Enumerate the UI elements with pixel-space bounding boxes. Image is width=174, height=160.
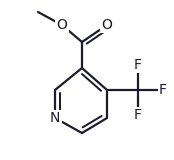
- Text: O: O: [57, 18, 68, 32]
- Text: O: O: [102, 18, 112, 32]
- Text: N: N: [50, 111, 60, 125]
- Text: F: F: [159, 83, 167, 97]
- Text: F: F: [134, 58, 142, 72]
- Text: F: F: [134, 108, 142, 122]
